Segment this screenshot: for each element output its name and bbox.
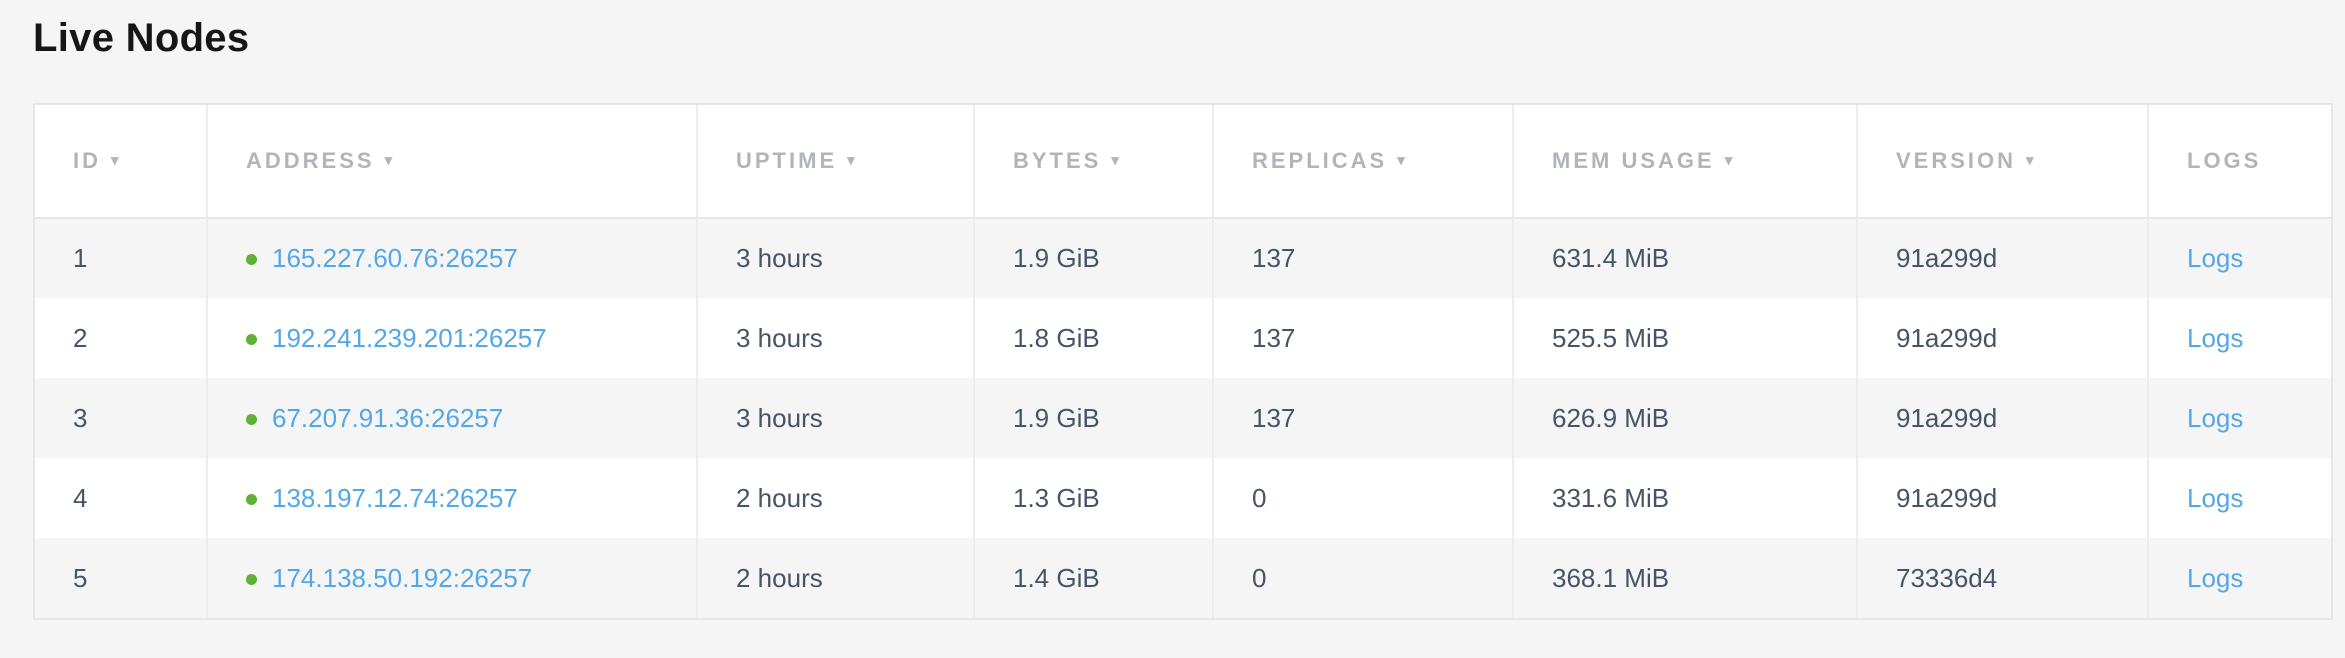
node-row-2: 2 192.241.239.201:26257 3 hours 1.8 GiB 137 5…	[35, 298, 2331, 378]
node-logs-cell: Logs	[2148, 378, 2331, 458]
node-bytes-cell: 1.4 GiB	[974, 538, 1214, 618]
node-id-cell: 4	[35, 458, 208, 538]
node-mem-usage-cell: 331.6 MiB	[1513, 458, 1858, 538]
node-id-cell: 5	[35, 538, 208, 618]
sort-arrow-icon: ▾	[2026, 152, 2034, 169]
node-uptime-cell: 3 hours	[697, 378, 975, 458]
node-address-cell: 138.197.12.74:26257	[207, 458, 698, 538]
node-address-cell: 67.207.91.36:26257	[207, 378, 698, 458]
column-header-replicas[interactable]: REPLICAS ▾	[1213, 105, 1514, 219]
column-label-uptime: UPTIME	[736, 148, 838, 173]
nodes-table: ID ▾ ADDRESS ▾ UPTIME ▾ BYTES ▾ REPLICAS ▾ MEM USA…	[35, 105, 2331, 618]
node-row-5: 5 174.138.50.192:26257 2 hours 1.4 GiB 0 368.…	[35, 538, 2331, 618]
node-bytes-cell: 1.3 GiB	[974, 458, 1214, 538]
column-header-bytes[interactable]: BYTES ▾	[974, 105, 1214, 219]
node-mem-usage-cell: 525.5 MiB	[1513, 298, 1858, 378]
page-title: Live Nodes	[33, 16, 250, 60]
node-address-cell: 174.138.50.192:26257	[207, 538, 698, 618]
table-header-row: ID ▾ ADDRESS ▾ UPTIME ▾ BYTES ▾ REPLICAS ▾ MEM USA…	[35, 105, 2331, 219]
node-address-cell: 165.227.60.76:26257	[207, 218, 698, 298]
node-row-1: 1 165.227.60.76:26257 3 hours 1.9 GiB 137 631…	[35, 218, 2331, 298]
live-status-icon	[246, 254, 257, 265]
node-uptime-cell: 2 hours	[697, 538, 975, 618]
live-nodes-page: Live Nodes ID ▾ ADDRESS ▾ UPTIME ▾ BYTES ▾ REPLI…	[0, 14, 2345, 620]
node-bytes-cell: 1.9 GiB	[974, 218, 1214, 298]
column-label-replicas: REPLICAS	[1252, 148, 1388, 173]
node-replicas-cell: 137	[1213, 298, 1514, 378]
node-uptime-cell: 2 hours	[697, 458, 975, 538]
node-logs-cell: Logs	[2148, 458, 2331, 538]
node-logs-link[interactable]: Logs	[2187, 243, 2244, 273]
sort-arrow-icon: ▾	[1724, 152, 1733, 169]
node-uptime-cell: 3 hours	[697, 298, 975, 378]
node-address-link[interactable]: 192.241.239.201:26257	[272, 322, 547, 353]
node-address-link[interactable]: 67.207.91.36:26257	[272, 402, 504, 433]
sort-arrow-icon: ▾	[1397, 152, 1405, 169]
node-address-link[interactable]: 165.227.60.76:26257	[272, 243, 518, 273]
column-header-address[interactable]: ADDRESS ▾	[207, 105, 698, 219]
column-label-bytes: BYTES	[1013, 148, 1102, 173]
node-replicas-cell: 0	[1213, 538, 1514, 618]
column-label-mem_usage: MEM USAGE	[1552, 148, 1715, 173]
node-mem-usage-cell: 631.4 MiB	[1513, 218, 1858, 298]
node-version-cell: 91a299d	[1857, 218, 2149, 298]
column-header-uptime[interactable]: UPTIME ▾	[697, 105, 975, 219]
node-address-link[interactable]: 174.138.50.192:26257	[272, 562, 533, 593]
live-nodes-table: ID ▾ ADDRESS ▾ UPTIME ▾ BYTES ▾ REPLICAS ▾ MEM USA…	[33, 103, 2333, 620]
node-bytes-cell: 1.9 GiB	[974, 378, 1214, 458]
column-header-mem_usage[interactable]: MEM USAGE ▾	[1513, 105, 1858, 219]
node-replicas-cell: 0	[1213, 458, 1514, 538]
node-address-cell: 192.241.239.201:26257	[207, 298, 698, 378]
sort-arrow-icon: ▾	[384, 152, 393, 169]
node-mem-usage-cell: 368.1 MiB	[1513, 538, 1858, 618]
node-mem-usage-cell: 626.9 MiB	[1513, 378, 1858, 458]
node-address-link[interactable]: 138.197.12.74:26257	[272, 482, 518, 513]
column-label-address: ADDRESS	[246, 148, 375, 173]
node-replicas-cell: 137	[1213, 378, 1514, 458]
node-version-cell: 91a299d	[1857, 378, 2149, 458]
node-logs-link[interactable]: Logs	[2187, 482, 2244, 513]
column-header-id[interactable]: ID ▾	[35, 105, 208, 219]
live-status-icon	[246, 413, 257, 425]
node-id-cell: 1	[35, 218, 208, 298]
node-replicas-cell: 137	[1213, 218, 1514, 298]
node-logs-link[interactable]: Logs	[2187, 562, 2244, 593]
node-logs-cell: Logs	[2148, 298, 2331, 378]
live-status-icon	[246, 333, 257, 345]
node-bytes-cell: 1.8 GiB	[974, 298, 1214, 378]
live-status-icon	[246, 573, 257, 585]
column-label-version: VERSION	[1896, 148, 2017, 173]
node-id-cell: 3	[35, 378, 208, 458]
node-row-4: 4 138.197.12.74:26257 2 hours 1.3 GiB 0 331.6…	[35, 458, 2331, 538]
node-logs-cell: Logs	[2148, 538, 2331, 618]
node-logs-link[interactable]: Logs	[2187, 322, 2244, 353]
node-row-3: 3 67.207.91.36:26257 3 hours 1.9 GiB 137 626.…	[35, 378, 2331, 458]
live-status-icon	[246, 493, 257, 505]
node-logs-cell: Logs	[2148, 218, 2331, 298]
node-id-cell: 2	[35, 298, 208, 378]
node-version-cell: 91a299d	[1857, 458, 2149, 538]
node-version-cell: 91a299d	[1857, 298, 2149, 378]
column-header-version[interactable]: VERSION ▾	[1857, 105, 2149, 219]
node-logs-link[interactable]: Logs	[2187, 402, 2244, 433]
node-uptime-cell: 3 hours	[697, 218, 975, 298]
column-header-logs: LOGS	[2148, 105, 2331, 219]
column-label-id: ID	[73, 148, 101, 173]
sort-arrow-icon: ▾	[111, 152, 119, 169]
sort-arrow-icon: ▾	[1111, 152, 1119, 169]
sort-arrow-icon: ▾	[847, 152, 855, 169]
node-version-cell: 73336d4	[1857, 538, 2149, 618]
column-label-logs: LOGS	[2187, 148, 2262, 173]
